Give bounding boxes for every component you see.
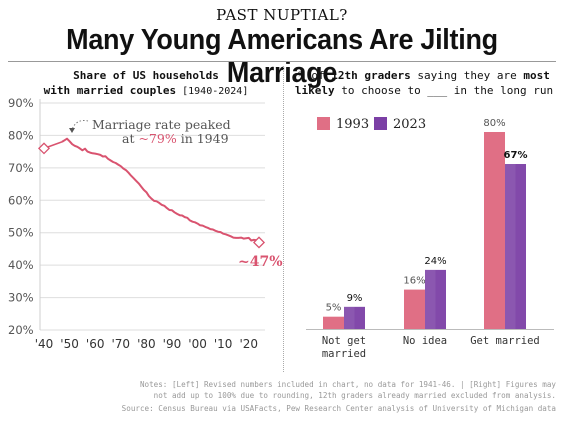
left-title-line1: Share of US households bbox=[73, 69, 219, 82]
source-line: Source: Census Bureau via USAFacts, Pew … bbox=[121, 404, 556, 413]
x-tick-label: '10 bbox=[214, 337, 233, 351]
bar-1993 bbox=[323, 316, 344, 329]
x-tick-label: '40 bbox=[35, 337, 54, 351]
y-tick-label: 60% bbox=[8, 193, 34, 207]
married-households-line-chart: 20% 30% 40% 50% 60% 70% 80% 90% '40 '50 '60 '70 '80 '… bbox=[8, 96, 283, 351]
right-title-line2: likely to choose to ___ in the long run bbox=[294, 84, 554, 97]
legend-label-1993: 1993 bbox=[336, 117, 369, 132]
legend-label-2023: 2023 bbox=[393, 117, 426, 132]
bar-2023 bbox=[425, 269, 446, 329]
legend-swatch-1993 bbox=[317, 117, 330, 130]
x-tick-label: '80 bbox=[137, 337, 156, 351]
right-title-line1: % of 12th graders saying they are most bbox=[298, 69, 550, 82]
data-label-2023: 9% bbox=[347, 293, 363, 304]
annotation-arrowhead bbox=[69, 128, 75, 133]
header-rule bbox=[8, 61, 556, 62]
x-tick-label: '90 bbox=[163, 337, 182, 351]
bar-1993 bbox=[484, 132, 505, 329]
x-tick-label: '20 bbox=[239, 337, 258, 351]
y-tick-label: 20% bbox=[8, 323, 34, 337]
headline: Many Young Americans Are Jilting Marriag… bbox=[66, 24, 498, 89]
y-tick-label: 90% bbox=[8, 96, 34, 110]
data-label-1993: 5% bbox=[326, 303, 342, 314]
x-tick-label: '00 bbox=[188, 337, 207, 351]
data-label-2023: 67% bbox=[504, 150, 528, 161]
left-panel-title: Share of US households with married coup… bbox=[10, 68, 282, 99]
y-tick-label: 30% bbox=[8, 291, 34, 305]
bar-2023 bbox=[344, 306, 365, 329]
legend-swatch-2023 bbox=[374, 117, 387, 130]
bar-2023-sheen bbox=[344, 306, 355, 329]
notes-line2: not add up to 100% due to rounding, 12th… bbox=[153, 391, 556, 400]
data-label-1993: 80% bbox=[483, 118, 505, 129]
category-label: Not get bbox=[322, 335, 366, 347]
peak-annotation: Marriage rate peaked bbox=[92, 117, 231, 132]
series-line bbox=[61, 137, 260, 244]
endpoint-marker bbox=[252, 236, 266, 249]
panel-divider bbox=[283, 66, 284, 372]
bar-1993 bbox=[404, 289, 425, 329]
kicker: PAST NUPTIAL? bbox=[216, 6, 348, 24]
category-label: married bbox=[322, 348, 366, 360]
notes-line1: Notes: [Left] Revised numbers included i… bbox=[139, 380, 556, 389]
y-tick-label: 70% bbox=[8, 161, 34, 175]
right-panel-title: % of 12th graders saying they are most l… bbox=[290, 68, 558, 98]
y-tick-label: 80% bbox=[8, 128, 34, 142]
end-value-label: ~47% bbox=[238, 254, 283, 270]
endpoint-marker bbox=[37, 142, 51, 155]
bar-2023 bbox=[505, 164, 526, 329]
y-tick-label: 50% bbox=[8, 226, 34, 240]
bar-2023-sheen bbox=[505, 164, 516, 329]
peak-annotation-value: at ~79% in 1949 bbox=[122, 131, 229, 146]
bar-2023-sheen bbox=[425, 269, 436, 329]
data-label-2023: 24% bbox=[424, 256, 446, 267]
category-label: No idea bbox=[403, 335, 447, 347]
x-tick-label: '60 bbox=[86, 337, 105, 351]
x-tick-label: '70 bbox=[111, 337, 130, 351]
x-tick-label: '50 bbox=[60, 337, 79, 351]
left-title-line2: with married couples [1940-2024] bbox=[43, 84, 249, 97]
y-tick-label: 40% bbox=[8, 258, 34, 272]
category-label: Get married bbox=[470, 335, 540, 347]
data-label-1993: 16% bbox=[403, 276, 425, 287]
